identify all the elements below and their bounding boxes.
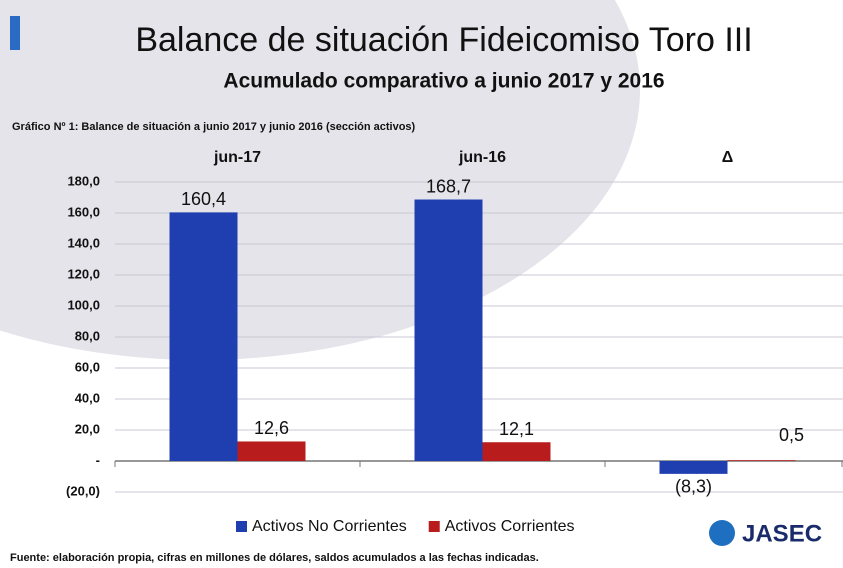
value-label: 168,7 [426, 176, 471, 196]
bar [659, 461, 728, 474]
legend-label: Activos No Corrientes [252, 518, 407, 535]
logo-icon [709, 520, 735, 546]
value-label: 0,5 [779, 425, 804, 445]
y-tick-label: 60,0 [75, 359, 100, 374]
value-label: 12,6 [254, 418, 289, 438]
value-label: 160,4 [181, 189, 226, 209]
bar [169, 212, 238, 461]
y-tick-label: 40,0 [75, 390, 100, 405]
y-tick-label: 140,0 [67, 235, 100, 250]
category-label: Δ [722, 149, 734, 166]
title-accent [10, 16, 20, 50]
y-tick-label: 20,0 [75, 421, 100, 436]
chart-caption: Gráfico Nº 1: Balance de situación a jun… [12, 121, 416, 133]
legend-label: Activos Corrientes [445, 518, 575, 535]
value-label: (8,3) [675, 477, 712, 497]
legend-swatch [236, 521, 247, 532]
category-label: jun-16 [458, 149, 506, 166]
bar [727, 460, 796, 461]
bar [414, 199, 483, 461]
y-tick-label: (20,0) [66, 483, 100, 498]
logo: JASEC [742, 520, 822, 547]
bar [482, 442, 551, 461]
chart-title: Balance de situación Fideicomiso Toro II… [135, 21, 752, 59]
y-tick-label: 80,0 [75, 328, 100, 343]
source-note: Fuente: elaboración propia, cifras en mi… [10, 552, 539, 564]
chart-subtitle: Acumulado comparativo a junio 2017 y 201… [223, 70, 664, 93]
y-tick-label: 180,0 [67, 173, 100, 188]
bar [237, 441, 306, 461]
y-tick-label: 120,0 [67, 266, 100, 281]
value-label: 12,1 [499, 419, 534, 439]
y-tick-label: 100,0 [67, 297, 100, 312]
y-tick-label: 160,0 [67, 204, 100, 219]
legend-swatch [428, 521, 440, 532]
y-tick-label: - [96, 452, 100, 467]
category-label: jun-17 [213, 149, 261, 166]
